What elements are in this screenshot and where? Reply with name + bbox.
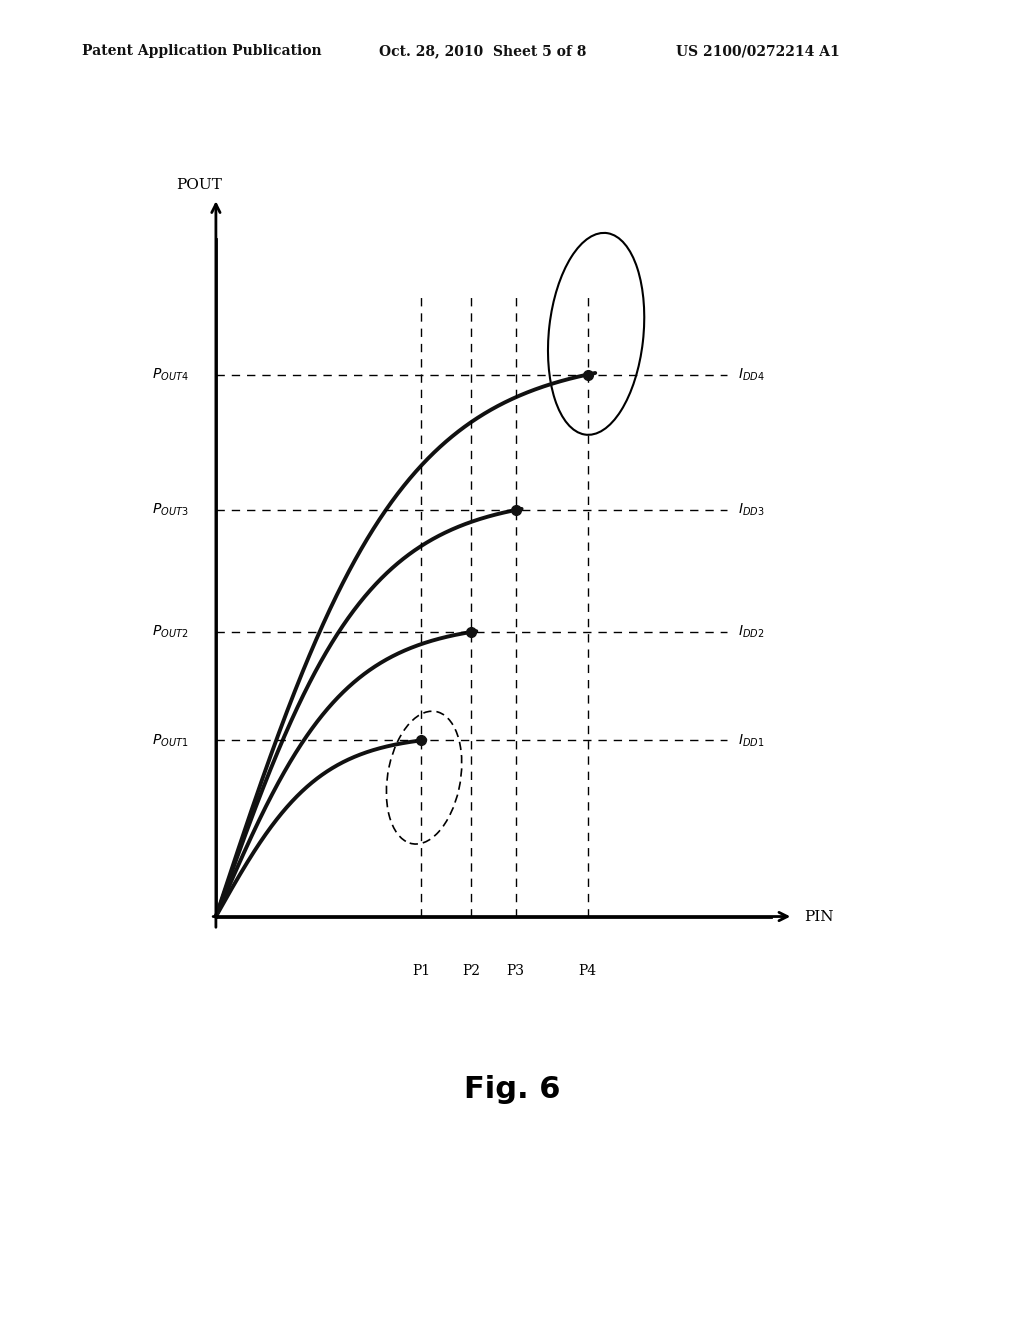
Text: P3: P3	[507, 964, 524, 978]
Text: P2: P2	[462, 964, 480, 978]
Text: US 2100/0272214 A1: US 2100/0272214 A1	[676, 45, 840, 58]
Text: Patent Application Publication: Patent Application Publication	[82, 45, 322, 58]
Text: $I_{DD2}$: $I_{DD2}$	[737, 624, 764, 640]
Text: $P_{OUT1}$: $P_{OUT1}$	[152, 733, 188, 748]
Text: Oct. 28, 2010  Sheet 5 of 8: Oct. 28, 2010 Sheet 5 of 8	[379, 45, 587, 58]
Text: $P_{OUT2}$: $P_{OUT2}$	[152, 624, 188, 640]
Text: P4: P4	[579, 964, 597, 978]
Text: PIN: PIN	[804, 909, 834, 924]
Text: $I_{DD1}$: $I_{DD1}$	[737, 733, 764, 748]
Text: $I_{DD3}$: $I_{DD3}$	[737, 502, 764, 519]
Text: P1: P1	[413, 964, 430, 978]
Text: Fig. 6: Fig. 6	[464, 1074, 560, 1104]
Text: $I_{DD4}$: $I_{DD4}$	[737, 367, 764, 383]
Text: $P_{OUT3}$: $P_{OUT3}$	[152, 502, 188, 519]
Text: POUT: POUT	[176, 178, 222, 191]
Text: $P_{OUT4}$: $P_{OUT4}$	[152, 367, 188, 383]
